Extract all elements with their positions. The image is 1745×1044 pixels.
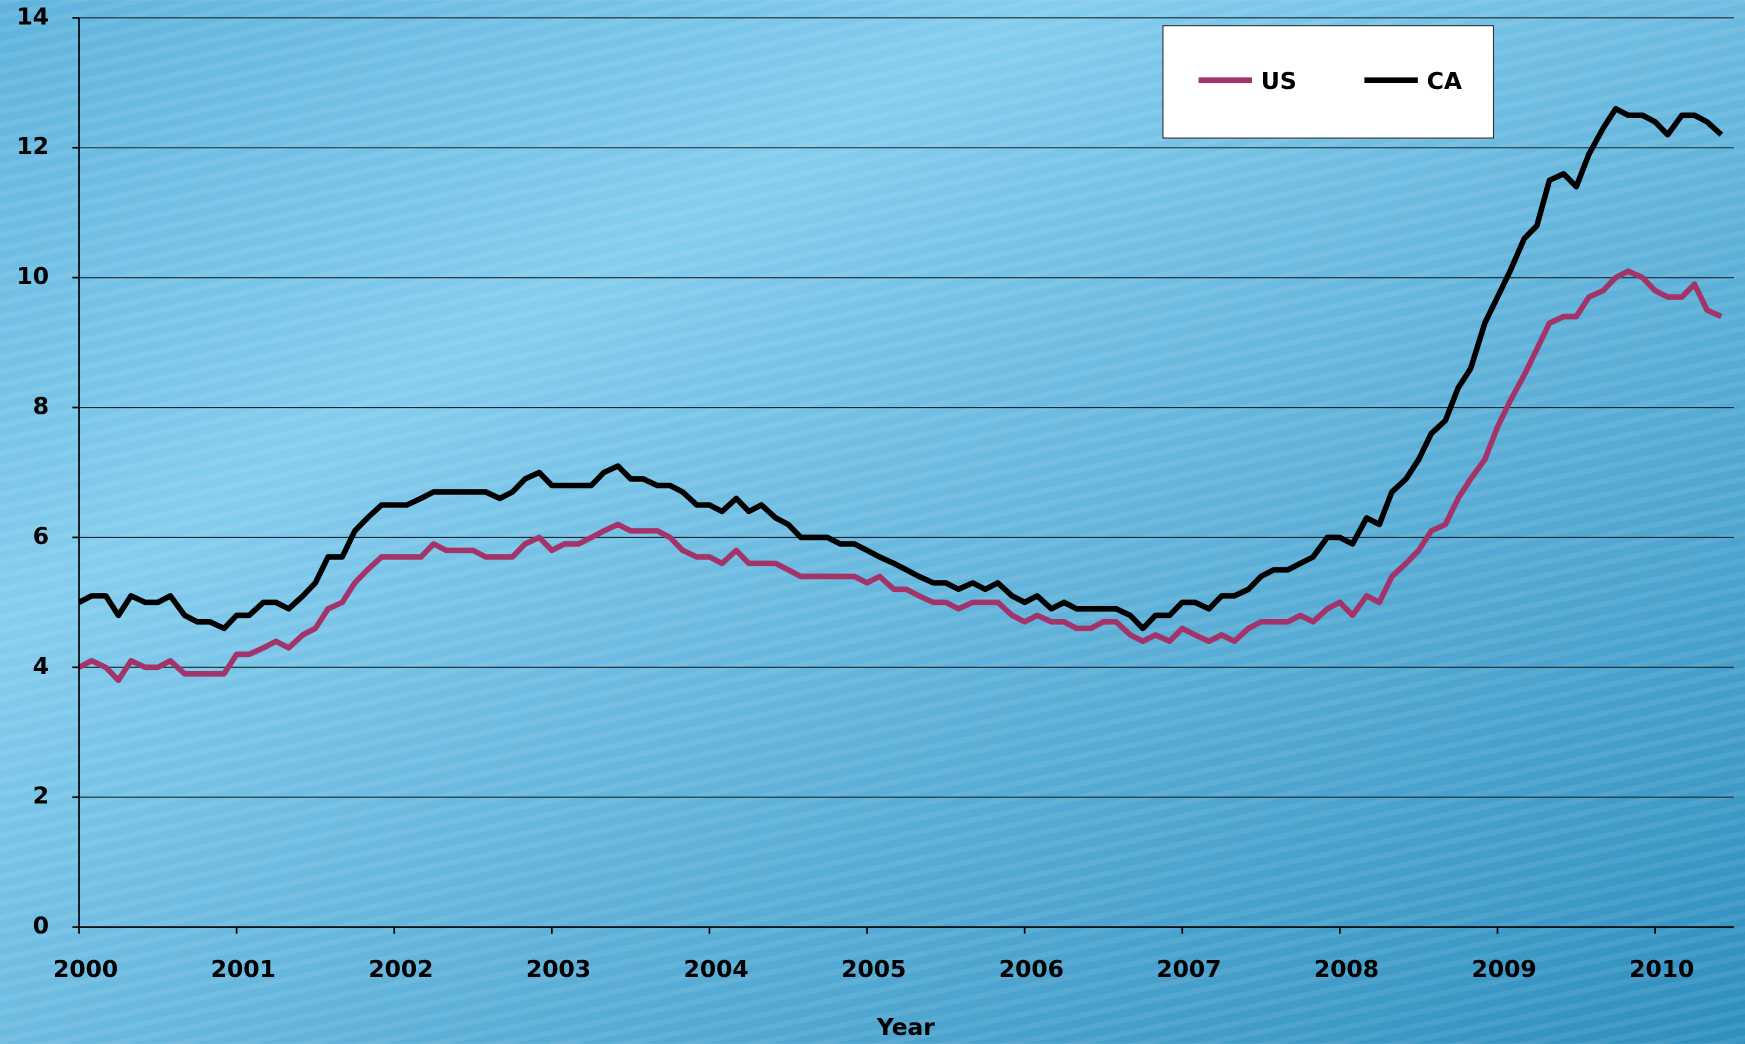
y-tick-label: 0 bbox=[33, 912, 49, 940]
x-tick-label: 2010 bbox=[1629, 955, 1694, 983]
legend: US CA bbox=[1162, 25, 1495, 139]
x-tick-label: 2009 bbox=[1472, 955, 1537, 983]
y-tick-label: 12 bbox=[16, 132, 49, 160]
x-tick-label: 2008 bbox=[1314, 955, 1379, 983]
x-tick-label: 2006 bbox=[999, 955, 1064, 983]
y-tick-label: 6 bbox=[33, 522, 49, 550]
y-tick-label: 10 bbox=[16, 262, 49, 290]
x-tick-label: 2007 bbox=[1156, 955, 1221, 983]
x-axis-label: Year bbox=[876, 1013, 935, 1041]
x-tick-label: 2004 bbox=[684, 955, 749, 983]
legend-label: US bbox=[1261, 67, 1297, 95]
legend-label: CA bbox=[1427, 67, 1462, 95]
y-tick-label: 8 bbox=[33, 392, 49, 420]
x-tick-label: 2000 bbox=[53, 955, 118, 983]
y-tick-label: 2 bbox=[33, 782, 49, 810]
x-tick-label: 2003 bbox=[526, 955, 591, 983]
x-tick-label: 2002 bbox=[368, 955, 433, 983]
y-tick-label: 14 bbox=[16, 2, 49, 30]
series-line bbox=[77, 106, 1724, 632]
x-tick-label: 2005 bbox=[841, 955, 906, 983]
y-tick-label: 4 bbox=[33, 652, 49, 680]
series-line bbox=[77, 268, 1723, 684]
x-tick-label: 2001 bbox=[211, 955, 276, 983]
